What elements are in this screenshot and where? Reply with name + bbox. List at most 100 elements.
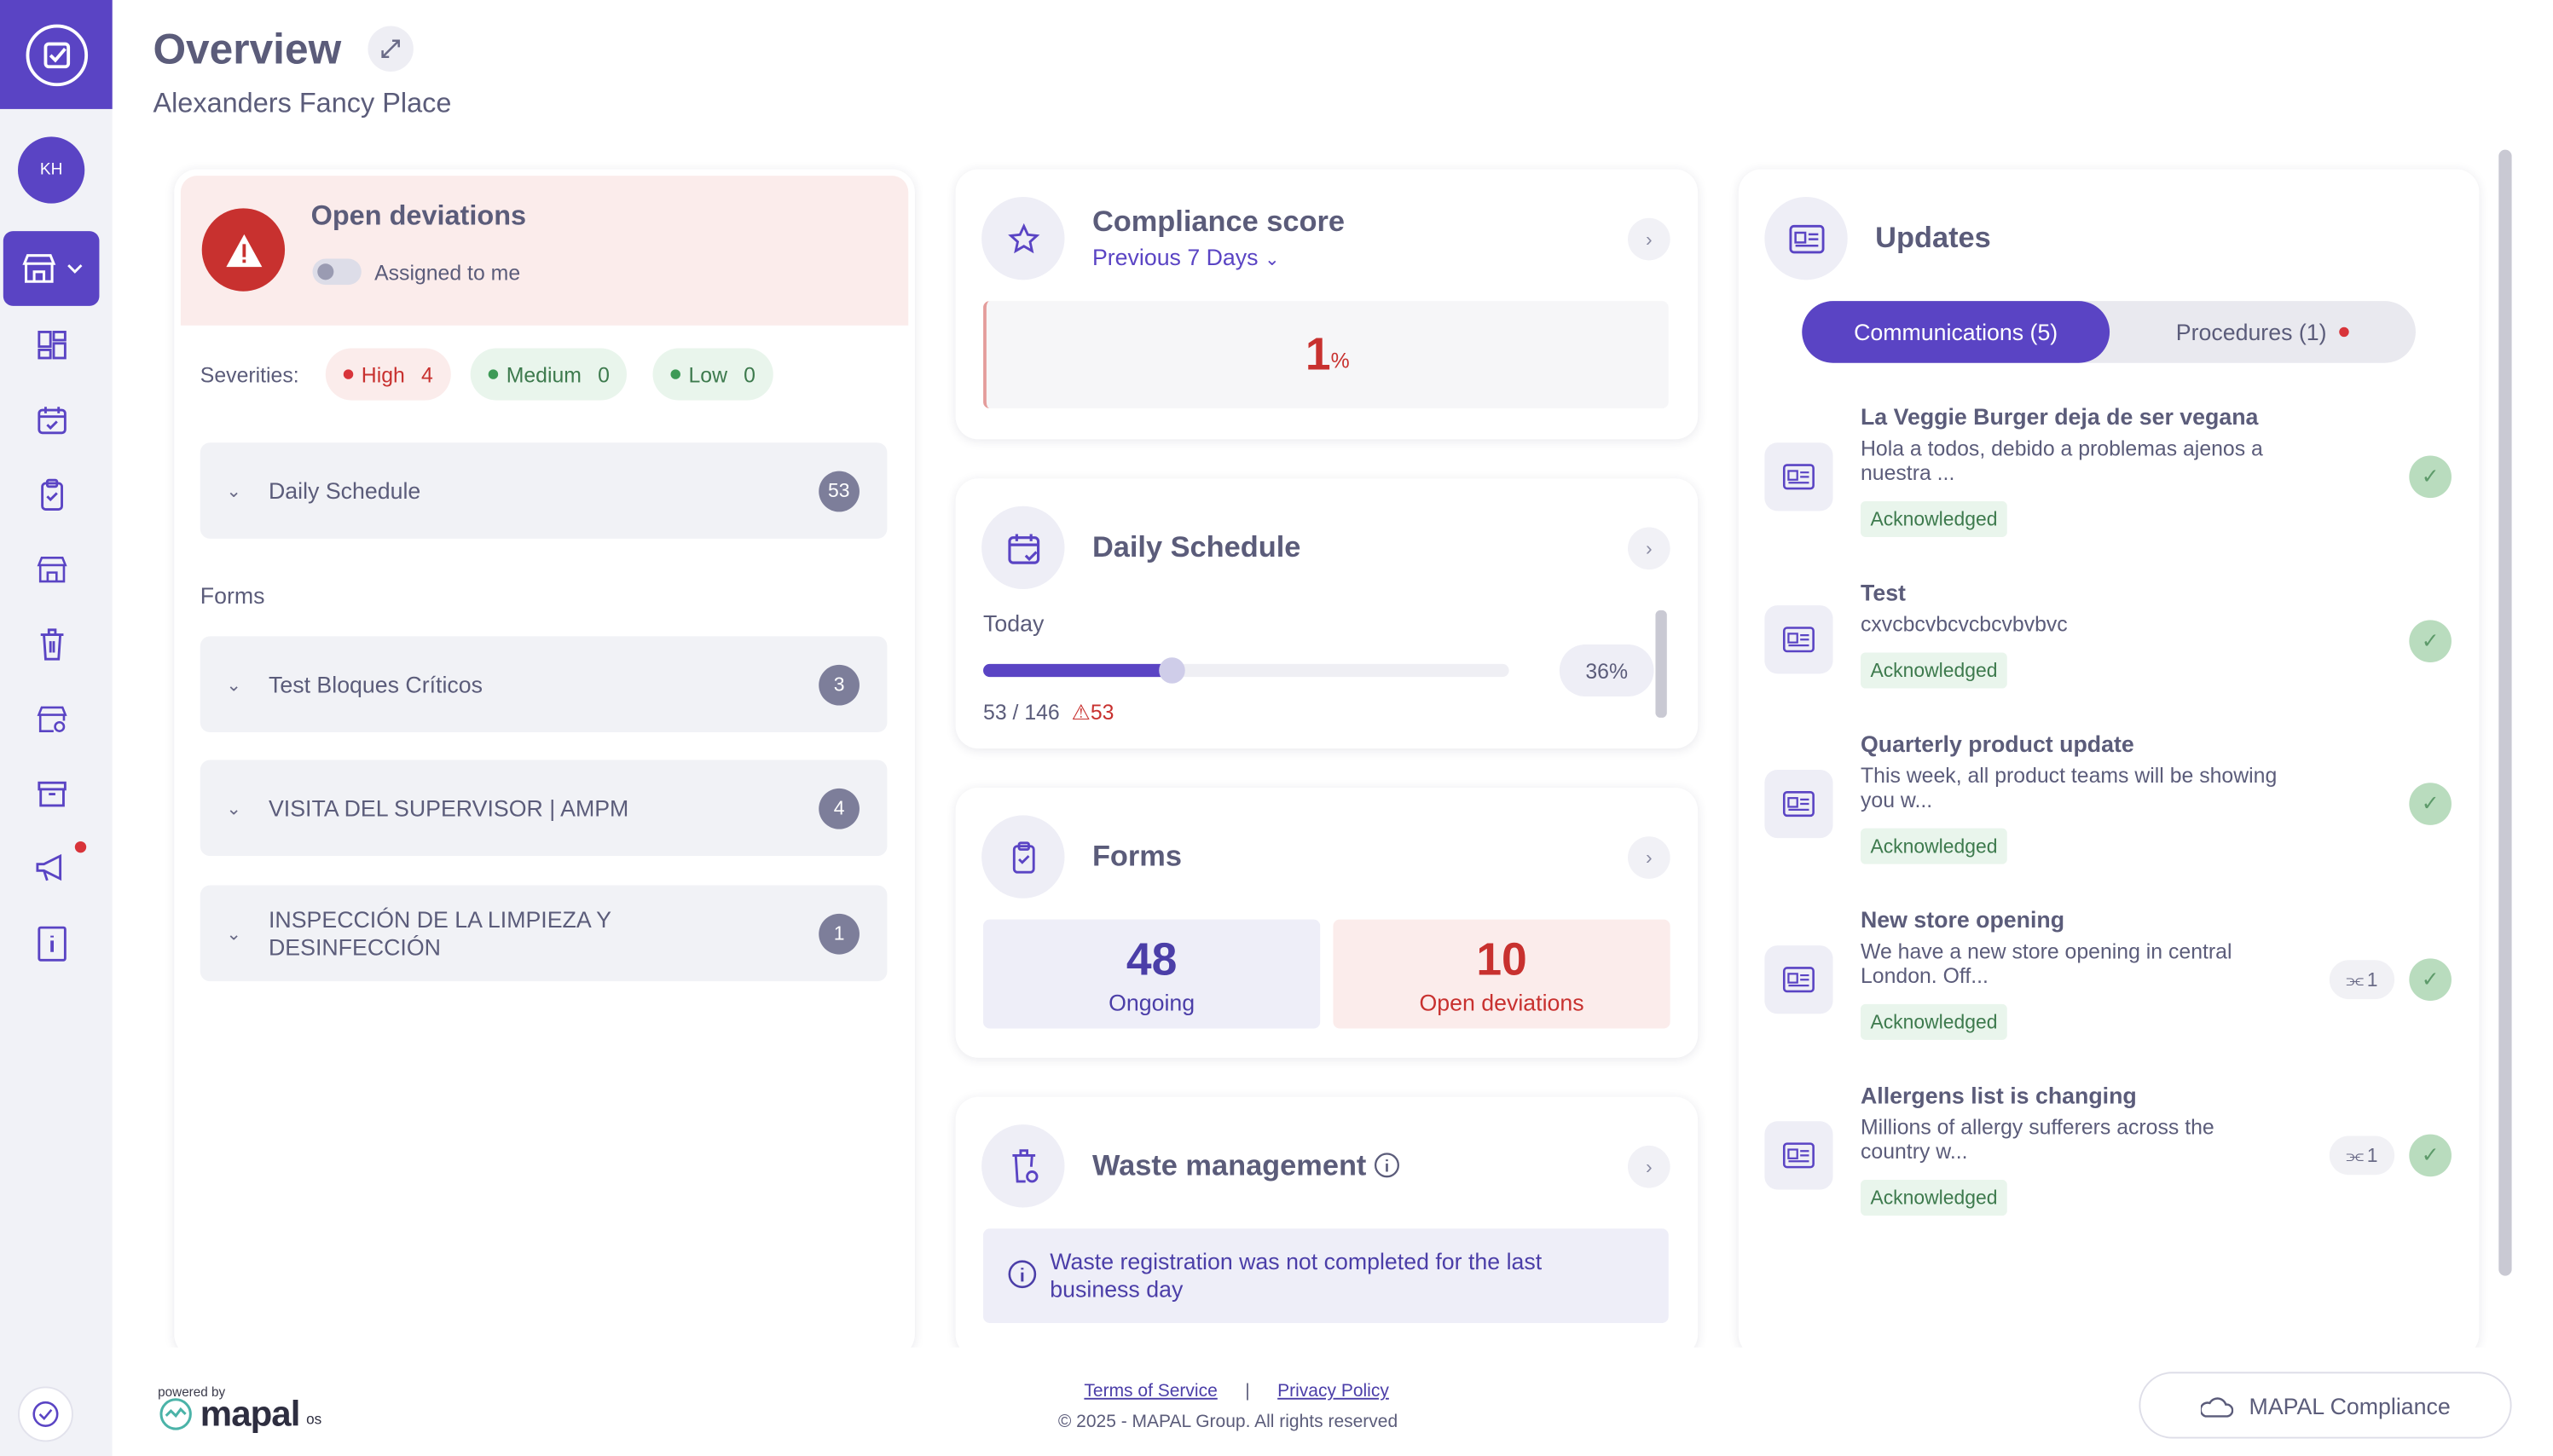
store-gear-icon <box>37 706 67 732</box>
chevron-right-icon[interactable]: › <box>1628 1145 1670 1188</box>
attachments-badge[interactable]: ⫘ 1 <box>2329 960 2395 1000</box>
status-badge: Acknowledged <box>1860 1180 2007 1216</box>
checklist-logo-icon <box>32 1401 59 1427</box>
today-label: Today <box>983 610 1045 637</box>
checklist-logo-icon <box>43 41 70 68</box>
newspaper-icon <box>1764 1121 1833 1190</box>
waste-alert: Waste registration was not completed for… <box>983 1228 1669 1324</box>
page-scrollbar[interactable] <box>2498 149 2512 1276</box>
app-logo[interactable] <box>0 0 113 109</box>
update-title: Test <box>1860 579 1906 606</box>
mapal-logo: mapal os <box>158 1393 321 1436</box>
daily-schedule-card[interactable]: Daily Schedule › Today 36% 53 / 146 ⚠53 <box>955 478 1699 749</box>
tab-procedures[interactable]: Procedures (1) <box>2110 301 2416 363</box>
form-accordion[interactable]: ⌄ Test Bloques Críticos 3 <box>200 636 888 733</box>
compliance-score-title: Compliance score <box>1091 205 1345 238</box>
progress-bar <box>983 657 1509 684</box>
sidebar-item-communications[interactable] <box>32 848 72 887</box>
waste-title-text: Waste management <box>1091 1148 1367 1182</box>
severity-low-filter[interactable]: Low 0 <box>652 348 773 401</box>
trash-gear-icon <box>981 1124 1065 1208</box>
store-icon <box>21 254 55 283</box>
sidebar-item-store-settings[interactable] <box>32 700 72 739</box>
update-description: Millions of allergy sufferers across the… <box>1860 1114 2214 1164</box>
clipboard-icon <box>981 815 1065 898</box>
compliance-score-card[interactable]: Compliance score Previous 7 Days ⌄ › 1 % <box>955 169 1699 440</box>
update-item[interactable]: Quarterly product update This week, all … <box>1764 731 2454 870</box>
update-item[interactable]: New store opening We have a new store op… <box>1764 906 2454 1046</box>
chevron-right-icon[interactable]: › <box>1628 836 1670 879</box>
privacy-link[interactable]: Privacy Policy <box>1277 1381 1389 1401</box>
notification-dot <box>74 841 87 853</box>
tab-communications[interactable]: Communications (5) <box>1802 301 2110 363</box>
chevron-right-icon[interactable]: › <box>1628 527 1670 570</box>
form-accordion[interactable]: ⌄ VISITA DEL SUPERVISOR | AMPM 4 <box>200 760 888 857</box>
terms-link[interactable]: Terms of Service <box>1084 1381 1218 1401</box>
ongoing-label: Ongoing <box>1109 988 1195 1015</box>
status-badge: Acknowledged <box>1860 500 2007 537</box>
update-description: cxvcbcvbcvcbcvbvbvc <box>1860 611 2068 637</box>
update-description: Hola a todos, debido a problemas ajenos … <box>1860 436 2263 485</box>
assigned-to-me-toggle[interactable] <box>312 258 362 286</box>
check-icon: ✓ <box>2409 620 2452 662</box>
forms-title: Forms <box>1091 840 1182 873</box>
brand-suffix: os <box>306 1411 322 1428</box>
sidebar-item-waste[interactable] <box>32 625 72 664</box>
update-description: We have a new store opening in central L… <box>1860 939 2232 988</box>
update-item[interactable]: Allergens list is changing Millions of a… <box>1764 1082 2454 1222</box>
store-icon <box>37 556 67 583</box>
open-deviations-stat[interactable]: 10 Open deviations <box>1333 919 1670 1029</box>
sidebar-item-forms[interactable] <box>32 475 72 514</box>
progress-counts: 53 / 146 ⚠53 <box>983 700 1114 726</box>
daily-schedule-accordion[interactable]: ⌄ Daily Schedule 53 <box>200 442 888 539</box>
progress-percent: 36% <box>1559 644 1654 697</box>
deviations-value: 10 <box>1476 933 1527 984</box>
newspaper-icon <box>1764 442 1833 511</box>
info-icon[interactable] <box>1375 1153 1401 1179</box>
check-icon: ✓ <box>2409 783 2452 825</box>
mapal-compliance-label: MAPAL Compliance <box>2249 1392 2451 1418</box>
sidebar: KH <box>0 0 113 1456</box>
sidebar-item-archive[interactable] <box>32 775 72 814</box>
waste-management-title: Waste management <box>1092 1149 1401 1183</box>
mapal-compliance-button[interactable]: MAPAL Compliance <box>2139 1372 2512 1439</box>
severity-high-filter[interactable]: High 4 <box>325 348 451 401</box>
sidebar-item-dashboard[interactable] <box>32 326 72 365</box>
calendar-check-icon <box>38 407 67 435</box>
scrollbar[interactable] <box>1655 610 1667 718</box>
mapal-logo-icon <box>159 1398 192 1430</box>
form-accordion[interactable]: ⌄ INSPECCIÓN DE LA LIMPIEZA Y DESINFECCI… <box>200 885 888 982</box>
count-badge: 4 <box>819 787 860 829</box>
severity-medium-filter[interactable]: Medium 0 <box>470 348 628 401</box>
period-selector[interactable]: Previous 7 Days ⌄ <box>1092 244 1280 270</box>
brand-name: mapal <box>200 1393 301 1434</box>
copyright: © 2025 - MAPAL Group. All rights reserve… <box>1057 1413 1398 1432</box>
ongoing-forms-stat[interactable]: 48 Ongoing <box>983 919 1321 1029</box>
compliance-score-value: 1 <box>1305 328 1331 379</box>
chevron-right-icon[interactable]: › <box>1628 217 1670 261</box>
sidebar-item-stores[interactable] <box>32 550 72 589</box>
forms-card[interactable]: Forms › 48 Ongoing 10 Open deviations <box>955 787 1699 1058</box>
sidebar-item-info[interactable] <box>32 924 72 963</box>
updates-title: Updates <box>1875 221 1991 254</box>
tab-procedures-label: Procedures (1) <box>2175 319 2327 345</box>
info-icon <box>1008 1260 1037 1289</box>
expand-button[interactable] <box>368 26 414 72</box>
sidebar-item-schedule[interactable] <box>32 401 72 440</box>
open-deviations-card: Open deviations Assigned to me Severitie… <box>174 169 915 1358</box>
attachments-count: 1 <box>2366 968 2378 991</box>
status-badge: Acknowledged <box>1860 1003 2007 1040</box>
waste-management-card[interactable]: Waste management › Waste registration wa… <box>955 1096 1699 1358</box>
count-badge: 1 <box>819 912 860 954</box>
attachments-badge[interactable]: ⫘ 1 <box>2329 1135 2395 1176</box>
update-item[interactable]: Test cxvcbcvbcvcbcvbvbvc Acknowledged ✓ <box>1764 580 2454 694</box>
app-switcher-button[interactable] <box>17 1386 73 1442</box>
paperclip-icon: ⫘ <box>2346 967 2364 991</box>
count-badge: 3 <box>819 663 860 705</box>
forms-section-label: Forms <box>200 582 265 609</box>
attachments-count: 1 <box>2366 1144 2378 1167</box>
avatar[interactable]: KH <box>17 136 85 204</box>
status-badge: Acknowledged <box>1860 652 2007 689</box>
update-item[interactable]: La Veggie Burger deja de ser vegana Hola… <box>1764 403 2454 543</box>
store-selector-button[interactable] <box>3 231 100 306</box>
